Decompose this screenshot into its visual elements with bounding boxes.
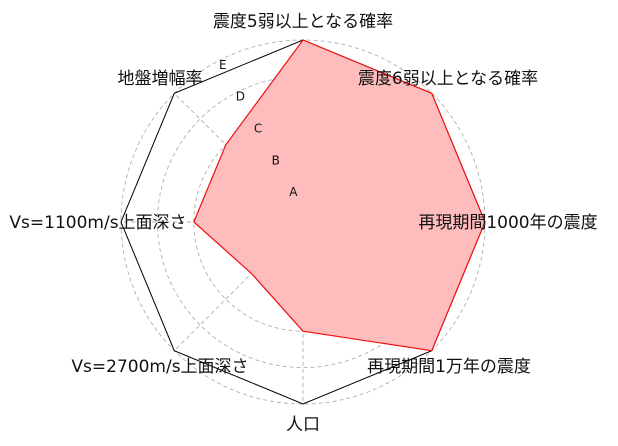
level-label: B	[272, 153, 280, 167]
axis-label: Vs=2700m/s上面深さ	[71, 357, 248, 377]
axis-labels: 震度5弱以上となる確率震度6弱以上となる確率再現期間1000年の震度再現期間1万…	[9, 12, 597, 435]
level-label: D	[236, 90, 245, 104]
level-labels: A B C D E	[219, 58, 298, 199]
data-series	[193, 39, 486, 352]
axis-label: Vs=1100m/s上面深さ	[9, 213, 186, 233]
level-label: C	[254, 121, 262, 135]
axis-label: 地盤増幅率	[118, 69, 203, 89]
axis-label: 震度5弱以上となる確率	[213, 12, 393, 32]
axis-label: 再現期間1000年の震度	[418, 213, 597, 233]
axis-label: 震度6弱以上となる確率	[358, 69, 538, 89]
axis-label: 人口	[286, 415, 320, 435]
axis-label: 再現期間1万年の震度	[367, 357, 531, 377]
level-label: A	[289, 185, 298, 199]
level-label: E	[219, 58, 227, 72]
